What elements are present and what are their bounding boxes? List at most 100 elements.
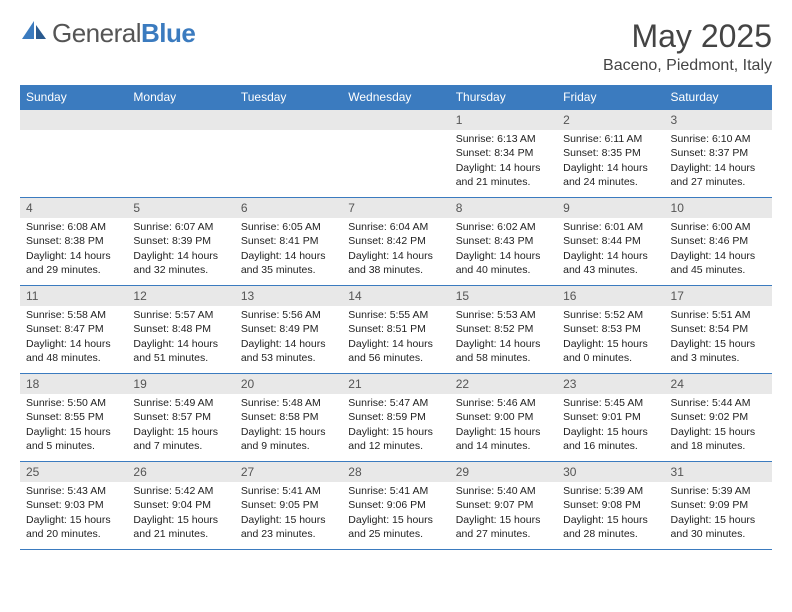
cell-body: Sunrise: 5:50 AMSunset: 8:55 PMDaylight:… <box>20 394 127 457</box>
calendar-cell: 8Sunrise: 6:02 AMSunset: 8:43 PMDaylight… <box>450 198 557 286</box>
cell-body: Sunrise: 5:39 AMSunset: 9:08 PMDaylight:… <box>557 482 664 545</box>
cell-body: Sunrise: 6:04 AMSunset: 8:42 PMDaylight:… <box>342 218 449 281</box>
calendar-row: 18Sunrise: 5:50 AMSunset: 8:55 PMDayligh… <box>20 374 772 462</box>
calendar-cell: 17Sunrise: 5:51 AMSunset: 8:54 PMDayligh… <box>665 286 772 374</box>
cell-body: Sunrise: 6:10 AMSunset: 8:37 PMDaylight:… <box>665 130 772 193</box>
calendar-cell: 14Sunrise: 5:55 AMSunset: 8:51 PMDayligh… <box>342 286 449 374</box>
cell-body: Sunrise: 5:41 AMSunset: 9:05 PMDaylight:… <box>235 482 342 545</box>
calendar-cell: 10Sunrise: 6:00 AMSunset: 8:46 PMDayligh… <box>665 198 772 286</box>
calendar-cell: 16Sunrise: 5:52 AMSunset: 8:53 PMDayligh… <box>557 286 664 374</box>
day-number: 30 <box>557 462 664 482</box>
day-number: 11 <box>20 286 127 306</box>
day-header: Sunday <box>20 85 127 110</box>
calendar-cell: 13Sunrise: 5:56 AMSunset: 8:49 PMDayligh… <box>235 286 342 374</box>
calendar-cell: 30Sunrise: 5:39 AMSunset: 9:08 PMDayligh… <box>557 462 664 550</box>
day-header: Friday <box>557 85 664 110</box>
calendar-cell: 7Sunrise: 6:04 AMSunset: 8:42 PMDaylight… <box>342 198 449 286</box>
day-number: 2 <box>557 110 664 130</box>
calendar-cell: 9Sunrise: 6:01 AMSunset: 8:44 PMDaylight… <box>557 198 664 286</box>
calendar-cell: 27Sunrise: 5:41 AMSunset: 9:05 PMDayligh… <box>235 462 342 550</box>
day-number: 23 <box>557 374 664 394</box>
calendar-cell: 6Sunrise: 6:05 AMSunset: 8:41 PMDaylight… <box>235 198 342 286</box>
logo-part2: Blue <box>141 18 195 48</box>
calendar-cell <box>20 110 127 198</box>
calendar-row: 11Sunrise: 5:58 AMSunset: 8:47 PMDayligh… <box>20 286 772 374</box>
day-number: 6 <box>235 198 342 218</box>
calendar-cell: 3Sunrise: 6:10 AMSunset: 8:37 PMDaylight… <box>665 110 772 198</box>
logo: GeneralBlue <box>20 18 195 49</box>
day-number: 13 <box>235 286 342 306</box>
calendar-cell: 26Sunrise: 5:42 AMSunset: 9:04 PMDayligh… <box>127 462 234 550</box>
calendar-table: SundayMondayTuesdayWednesdayThursdayFrid… <box>20 85 772 550</box>
calendar-cell: 2Sunrise: 6:11 AMSunset: 8:35 PMDaylight… <box>557 110 664 198</box>
cell-body: Sunrise: 6:05 AMSunset: 8:41 PMDaylight:… <box>235 218 342 281</box>
day-number: 31 <box>665 462 772 482</box>
cell-body: Sunrise: 5:46 AMSunset: 9:00 PMDaylight:… <box>450 394 557 457</box>
day-number-empty <box>127 110 234 130</box>
header: GeneralBlue May 2025 Baceno, Piedmont, I… <box>20 18 772 75</box>
calendar-cell <box>235 110 342 198</box>
cell-body: Sunrise: 5:53 AMSunset: 8:52 PMDaylight:… <box>450 306 557 369</box>
cell-body: Sunrise: 5:57 AMSunset: 8:48 PMDaylight:… <box>127 306 234 369</box>
page-title: May 2025 <box>603 18 772 55</box>
calendar-row: 4Sunrise: 6:08 AMSunset: 8:38 PMDaylight… <box>20 198 772 286</box>
calendar-cell: 22Sunrise: 5:46 AMSunset: 9:00 PMDayligh… <box>450 374 557 462</box>
day-number: 4 <box>20 198 127 218</box>
calendar-cell: 19Sunrise: 5:49 AMSunset: 8:57 PMDayligh… <box>127 374 234 462</box>
day-number: 10 <box>665 198 772 218</box>
cell-body: Sunrise: 5:47 AMSunset: 8:59 PMDaylight:… <box>342 394 449 457</box>
calendar-cell: 4Sunrise: 6:08 AMSunset: 8:38 PMDaylight… <box>20 198 127 286</box>
day-header: Wednesday <box>342 85 449 110</box>
calendar-cell: 28Sunrise: 5:41 AMSunset: 9:06 PMDayligh… <box>342 462 449 550</box>
day-number-empty <box>342 110 449 130</box>
calendar-cell: 29Sunrise: 5:40 AMSunset: 9:07 PMDayligh… <box>450 462 557 550</box>
day-number: 9 <box>557 198 664 218</box>
calendar-cell <box>127 110 234 198</box>
day-number: 15 <box>450 286 557 306</box>
cell-body: Sunrise: 5:58 AMSunset: 8:47 PMDaylight:… <box>20 306 127 369</box>
day-number-empty <box>235 110 342 130</box>
calendar-cell: 18Sunrise: 5:50 AMSunset: 8:55 PMDayligh… <box>20 374 127 462</box>
cell-body: Sunrise: 5:43 AMSunset: 9:03 PMDaylight:… <box>20 482 127 545</box>
day-number: 27 <box>235 462 342 482</box>
calendar-cell: 12Sunrise: 5:57 AMSunset: 8:48 PMDayligh… <box>127 286 234 374</box>
cell-body: Sunrise: 6:13 AMSunset: 8:34 PMDaylight:… <box>450 130 557 193</box>
day-number: 14 <box>342 286 449 306</box>
day-number: 24 <box>665 374 772 394</box>
day-header: Monday <box>127 85 234 110</box>
day-number: 21 <box>342 374 449 394</box>
day-number: 25 <box>20 462 127 482</box>
calendar-row: 1Sunrise: 6:13 AMSunset: 8:34 PMDaylight… <box>20 110 772 198</box>
day-header: Tuesday <box>235 85 342 110</box>
cell-body: Sunrise: 6:01 AMSunset: 8:44 PMDaylight:… <box>557 218 664 281</box>
day-number-empty <box>20 110 127 130</box>
cell-body: Sunrise: 6:02 AMSunset: 8:43 PMDaylight:… <box>450 218 557 281</box>
day-number: 1 <box>450 110 557 130</box>
cell-body: Sunrise: 6:00 AMSunset: 8:46 PMDaylight:… <box>665 218 772 281</box>
day-number: 16 <box>557 286 664 306</box>
calendar-cell: 25Sunrise: 5:43 AMSunset: 9:03 PMDayligh… <box>20 462 127 550</box>
location-text: Baceno, Piedmont, Italy <box>603 57 772 75</box>
calendar-row: 25Sunrise: 5:43 AMSunset: 9:03 PMDayligh… <box>20 462 772 550</box>
cell-body: Sunrise: 5:39 AMSunset: 9:09 PMDaylight:… <box>665 482 772 545</box>
calendar-cell: 24Sunrise: 5:44 AMSunset: 9:02 PMDayligh… <box>665 374 772 462</box>
calendar-cell: 20Sunrise: 5:48 AMSunset: 8:58 PMDayligh… <box>235 374 342 462</box>
day-number: 28 <box>342 462 449 482</box>
cell-body: Sunrise: 5:42 AMSunset: 9:04 PMDaylight:… <box>127 482 234 545</box>
logo-sail-icon <box>20 19 48 48</box>
calendar-cell: 21Sunrise: 5:47 AMSunset: 8:59 PMDayligh… <box>342 374 449 462</box>
calendar-cell: 15Sunrise: 5:53 AMSunset: 8:52 PMDayligh… <box>450 286 557 374</box>
calendar-cell: 1Sunrise: 6:13 AMSunset: 8:34 PMDaylight… <box>450 110 557 198</box>
calendar-cell: 5Sunrise: 6:07 AMSunset: 8:39 PMDaylight… <box>127 198 234 286</box>
cell-body: Sunrise: 5:44 AMSunset: 9:02 PMDaylight:… <box>665 394 772 457</box>
calendar-cell <box>342 110 449 198</box>
cell-body: Sunrise: 5:52 AMSunset: 8:53 PMDaylight:… <box>557 306 664 369</box>
day-number: 26 <box>127 462 234 482</box>
cell-body: Sunrise: 5:41 AMSunset: 9:06 PMDaylight:… <box>342 482 449 545</box>
day-number: 12 <box>127 286 234 306</box>
title-block: May 2025 Baceno, Piedmont, Italy <box>603 18 772 75</box>
cell-body: Sunrise: 5:51 AMSunset: 8:54 PMDaylight:… <box>665 306 772 369</box>
calendar-cell: 23Sunrise: 5:45 AMSunset: 9:01 PMDayligh… <box>557 374 664 462</box>
day-number: 20 <box>235 374 342 394</box>
cell-body: Sunrise: 5:49 AMSunset: 8:57 PMDaylight:… <box>127 394 234 457</box>
